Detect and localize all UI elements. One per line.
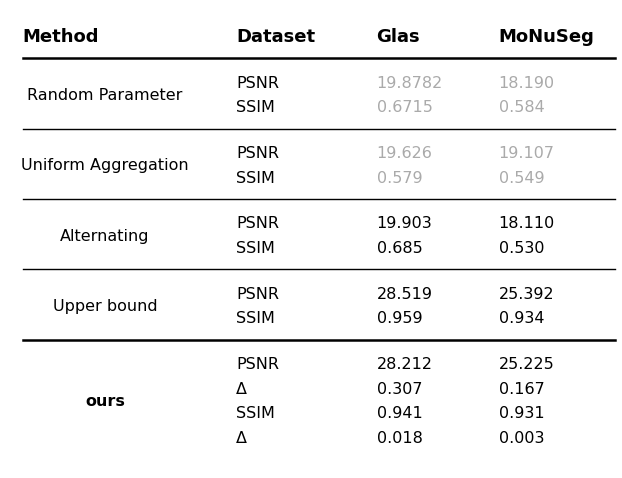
Text: 0.003: 0.003 [499,431,544,446]
Text: 0.530: 0.530 [499,241,544,256]
Text: Alternating: Alternating [60,228,150,244]
Text: SSIM: SSIM [236,100,275,115]
Text: Dataset: Dataset [236,28,315,46]
Text: PSNR: PSNR [236,146,279,161]
Text: 0.018: 0.018 [376,431,422,446]
Text: Random Parameter: Random Parameter [27,88,183,103]
Text: Upper bound: Upper bound [53,299,157,314]
Text: 0.685: 0.685 [376,241,422,256]
Text: Method: Method [22,28,99,46]
Text: SSIM: SSIM [236,171,275,185]
Text: 19.903: 19.903 [376,216,432,231]
Text: PSNR: PSNR [236,216,279,231]
Text: 0.941: 0.941 [376,406,422,422]
Text: 0.584: 0.584 [499,100,544,115]
Text: 0.549: 0.549 [499,171,544,185]
Text: 0.931: 0.931 [499,406,544,422]
Text: 0.934: 0.934 [499,311,544,326]
Text: 0.6715: 0.6715 [376,100,432,115]
Text: 28.519: 28.519 [376,287,432,302]
Text: PSNR: PSNR [236,357,279,372]
Text: SSIM: SSIM [236,241,275,256]
Text: 0.959: 0.959 [376,311,422,326]
Text: ours: ours [85,394,125,409]
Text: 18.110: 18.110 [499,216,555,231]
Text: 0.167: 0.167 [499,381,544,397]
Text: MoNuSeg: MoNuSeg [499,28,595,46]
Text: 25.225: 25.225 [499,357,554,372]
Text: 28.212: 28.212 [376,357,432,372]
Text: 19.107: 19.107 [499,146,555,161]
Text: PSNR: PSNR [236,76,279,91]
Text: 0.307: 0.307 [376,381,422,397]
Text: 19.8782: 19.8782 [376,76,443,91]
Text: Glas: Glas [376,28,420,46]
Text: SSIM: SSIM [236,311,275,326]
Text: 25.392: 25.392 [499,287,554,302]
Text: Δ: Δ [236,431,247,446]
Text: 19.626: 19.626 [376,146,432,161]
Text: SSIM: SSIM [236,406,275,422]
Text: Uniform Aggregation: Uniform Aggregation [21,158,189,174]
Text: PSNR: PSNR [236,287,279,302]
Text: 18.190: 18.190 [499,76,555,91]
Text: 0.579: 0.579 [376,171,422,185]
Text: Δ: Δ [236,381,247,397]
